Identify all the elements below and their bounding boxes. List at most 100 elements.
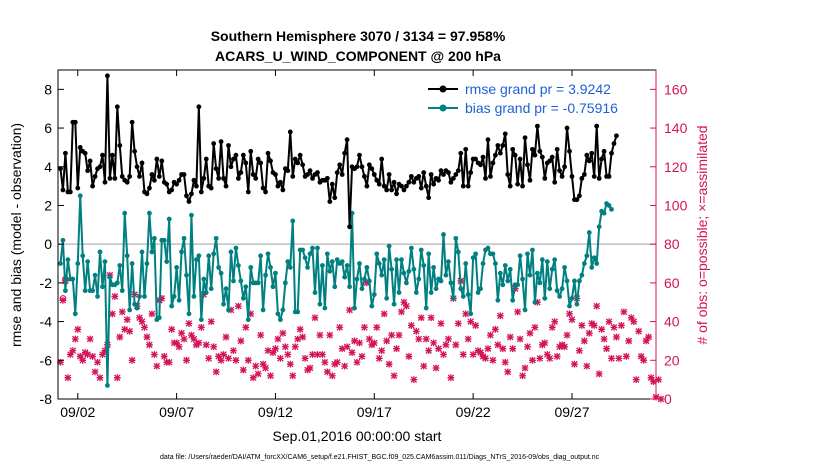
obs-assimilated-point (400, 298, 408, 306)
bias-point (478, 286, 483, 292)
rmse-point (263, 189, 268, 195)
obs-assimilated-point (575, 347, 583, 355)
bias-point (132, 301, 138, 307)
rmse-point (436, 177, 441, 183)
bias-point (201, 276, 207, 282)
bias-point (174, 265, 180, 270)
obs-assimilated-point (447, 374, 455, 382)
y-tick-label: -6 (40, 352, 53, 368)
obs-assimilated-point (650, 378, 657, 385)
rmse-point (611, 141, 617, 146)
bias-point (480, 261, 486, 266)
rmse-point (549, 154, 555, 160)
obs-assimilated-point (477, 349, 484, 356)
bias-point (334, 257, 340, 263)
rmse-point (517, 156, 523, 162)
obs-assimilated-point (89, 353, 96, 360)
obs-assimilated-point (301, 354, 309, 362)
rmse-point (109, 152, 115, 158)
rmse-point (300, 162, 306, 168)
obs-assimilated-point (516, 335, 524, 343)
obs-assimilated-point (647, 374, 655, 382)
rmse-point (139, 160, 145, 166)
rmse-point (334, 170, 340, 175)
bias-series-layer (58, 193, 614, 388)
obs-assimilated-point (281, 343, 289, 351)
obs-assimilated-point (603, 345, 610, 353)
bias-point (547, 286, 553, 292)
obs-assimilated-point (99, 351, 106, 358)
obs-assimilated-point (566, 310, 573, 318)
obs-assimilated-point (590, 322, 598, 329)
bias-point (100, 284, 105, 290)
obs-assimilated-point (514, 308, 522, 316)
bias-point (371, 292, 377, 297)
rmse-point (82, 150, 88, 156)
rmse-point (364, 183, 370, 189)
obs-assimilated-point (175, 343, 183, 351)
obs-assimilated-point (561, 343, 568, 351)
rmse-point (287, 129, 293, 135)
obs-assimilated-point (620, 308, 628, 316)
obs-assimilated-point (657, 395, 665, 403)
obs-assimilated-point (600, 335, 608, 343)
rmse-point (394, 191, 399, 197)
bias-point (379, 272, 385, 278)
right-y-tick-label: 160 (664, 81, 688, 97)
rmse-point (386, 172, 392, 177)
obs-assimilated-point (346, 306, 353, 314)
rmse-point (562, 164, 567, 170)
obs-assimilated-point (543, 351, 551, 358)
bias-point (517, 253, 523, 259)
legend-bias-marker (439, 104, 447, 112)
obs-assimilated-point (645, 333, 652, 341)
bias-point (228, 249, 234, 255)
obs-assimilated-point (341, 362, 349, 370)
bias-point (470, 255, 476, 261)
obs-assimilated-point (491, 325, 499, 333)
rmse-point (426, 195, 432, 201)
obs-assimilated-point (121, 325, 129, 333)
obs-assimilated-point (351, 337, 358, 345)
bias-point (559, 286, 565, 292)
plot-area (58, 70, 656, 399)
obs-assimilated-point (415, 335, 423, 343)
obs-assimilated-point (299, 333, 307, 341)
obs-assimilated-point (57, 358, 64, 366)
obs-assimilated-point (205, 354, 213, 362)
obs-assimilated-point (595, 370, 603, 378)
bias-point (186, 311, 192, 317)
obs-assimilated-point (252, 362, 260, 370)
rmse-point (245, 189, 251, 195)
rmse-point (169, 187, 175, 193)
obs-assimilated-point (222, 333, 230, 341)
obs-assimilated-point (160, 353, 168, 360)
obs-assimilated-point (536, 354, 544, 362)
right-y-axis-ticks: 0 20 40 60 80 100 120 140 160 (650, 81, 688, 407)
rmse-point (594, 123, 600, 129)
bias-point (394, 257, 399, 263)
rmse-point (411, 179, 417, 185)
bias-point (386, 243, 392, 249)
obs-assimilated-point (249, 374, 257, 382)
rmse-point (114, 104, 120, 110)
obs-assimilated-point (469, 351, 477, 358)
rmse-point (581, 172, 587, 177)
bias-point (423, 305, 429, 311)
legend: rmse grand pr = 3.9242 bias grand pr = -… (420, 76, 650, 120)
bias-point (129, 261, 135, 266)
bias-point (60, 237, 66, 243)
bias-point (80, 253, 86, 259)
obs-assimilated-point (126, 327, 134, 335)
y-tick-label: 8 (44, 81, 52, 97)
bias-point (492, 261, 498, 266)
rmse-point (216, 175, 222, 181)
obs-assimilated-point (625, 337, 633, 345)
rmse-point (369, 166, 375, 172)
bias-point (520, 276, 525, 282)
rmse-point (465, 183, 471, 189)
obs-assimilated-point (388, 331, 395, 339)
y-tick-label: 6 (44, 120, 52, 136)
obs-assimilated-point (533, 298, 541, 306)
rmse-point (223, 183, 229, 189)
